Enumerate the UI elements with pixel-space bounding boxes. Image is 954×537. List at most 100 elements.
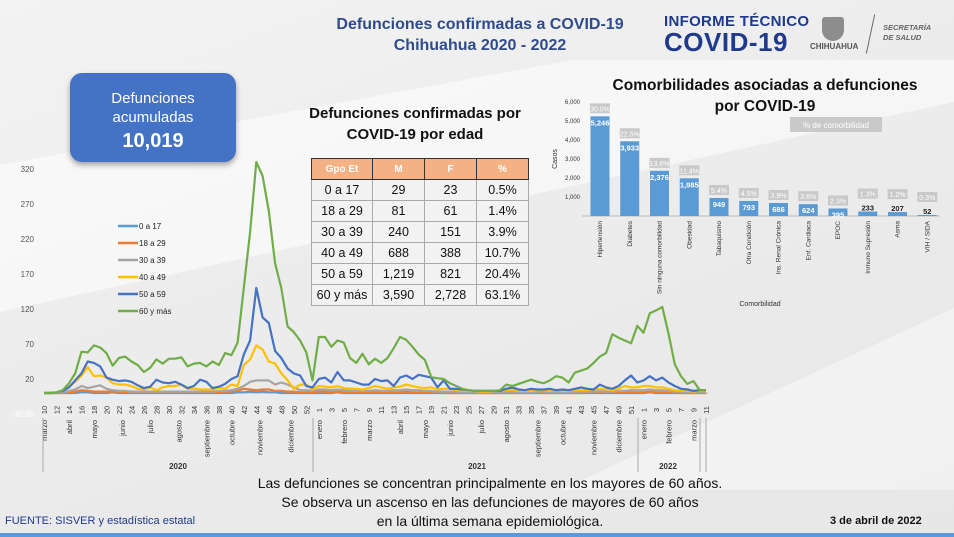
category-label: Tabaquismo <box>716 221 723 256</box>
bar <box>888 212 907 216</box>
y-tick-label: 320 <box>21 165 35 174</box>
table-cell: 151 <box>424 221 477 243</box>
category-label: Obesidad <box>686 221 693 249</box>
month-label: junio <box>118 420 127 437</box>
percent-label: 0.3% <box>919 195 935 202</box>
x-axis-title: Comorbilidad <box>739 301 780 308</box>
percent-label: 4.5% <box>741 191 757 198</box>
percent-label-box <box>798 191 819 202</box>
week-tick-label: 22 <box>115 406 124 414</box>
month-label: diciembre <box>615 420 624 453</box>
percent-label-box <box>857 188 878 199</box>
category-label: Inmuno Supresión <box>865 221 872 274</box>
week-tick-label: 47 <box>602 406 611 414</box>
y-tick-label: 220 <box>21 235 35 244</box>
month-label: octubre <box>227 420 236 445</box>
legend-box <box>790 117 882 132</box>
column-header: M <box>372 158 425 180</box>
month-label: marzo <box>40 420 49 441</box>
card-value: 10,019 <box>122 130 184 152</box>
bottom-accent-bar <box>0 533 954 537</box>
y-tick-label: 2,000 <box>565 176 581 182</box>
percent-label: 30.0% <box>590 106 610 113</box>
table-cell: 0 a 17 <box>311 179 373 201</box>
percent-label: 1.2% <box>890 192 906 199</box>
week-tick-label: 40 <box>227 406 236 414</box>
percent-label-box <box>679 165 700 176</box>
table-header-row: Gpo Et M F % <box>311 158 529 180</box>
week-tick-label: 49 <box>615 406 624 414</box>
logo-line: DE SALUD <box>883 33 922 42</box>
table-cell: 23 <box>424 179 477 201</box>
title-line: COVID-19 por edad <box>346 126 484 143</box>
week-tick-label: 3 <box>327 408 336 412</box>
table-cell: 63.1% <box>476 284 529 306</box>
table-cell: 3,590 <box>372 284 425 306</box>
percent-label-box <box>709 184 729 195</box>
card-label: acumuladas <box>112 109 194 126</box>
month-label: julio <box>146 420 155 434</box>
week-tick-label: 46 <box>265 406 274 414</box>
state-logo-text: CHIHUAHUA <box>810 42 859 51</box>
percent-label-box <box>917 192 938 203</box>
month-label: mayo <box>90 420 99 438</box>
table-cell: 821 <box>424 263 477 285</box>
value-label: 5,246 <box>591 118 610 127</box>
percent-label: 3.6% <box>800 194 816 201</box>
legend-label: 30 a 39 <box>139 256 166 265</box>
legend-label: % de comorbilidad <box>803 121 869 130</box>
table-row: 18 a 29 81 61 1.4% <box>311 200 529 222</box>
value-label: 2,376 <box>650 173 669 182</box>
month-label: julio <box>477 420 486 434</box>
week-tick-label: 42 <box>240 406 249 414</box>
table-cell: 50 a 59 <box>311 263 373 285</box>
y-tick-label: 170 <box>21 270 35 279</box>
month-label: junio <box>446 420 455 437</box>
y-tick-label: 270 <box>21 200 35 209</box>
week-tick-label: 5 <box>340 408 349 412</box>
legend-label: 50 a 59 <box>139 290 166 299</box>
month-label: noviembre <box>255 420 264 455</box>
week-tick-label: 3 <box>652 408 661 412</box>
age-table: Gpo Et M F % 0 a 17 29 23 0.5% 18 a 29 81 61 1.… <box>311 158 529 306</box>
comorbidity-bar-chart: 1,000 2,000 3,000 4,000 5,000 6,000 Casos % de … <box>552 100 940 308</box>
category-label: Ins. Renal Crónica <box>776 221 783 275</box>
month-label: abril <box>396 420 405 435</box>
y-tick-label: 4,000 <box>565 138 581 144</box>
week-tick-label: 7 <box>677 408 686 412</box>
month-label: agosto <box>174 420 183 443</box>
value-label: 686 <box>772 205 785 214</box>
table-cell: 1.4% <box>476 200 529 222</box>
percent-label: 13.6% <box>650 161 670 168</box>
table-cell: 18 a 29 <box>311 200 373 222</box>
comorbidity-title: Comorbilidades asociadas a defunciones po… <box>600 75 930 117</box>
percent-label-box <box>738 187 759 198</box>
bar <box>769 202 788 216</box>
week-tick-label: 19 <box>427 406 436 414</box>
month-label: febrero <box>340 420 349 444</box>
week-tick-label: 30 <box>165 406 174 414</box>
summary-line: en la última semana epidemiológica. <box>376 513 604 529</box>
page-title: Defunciones confirmadas a COVID-19 Chihua… <box>300 14 660 56</box>
table-cell: 2,728 <box>424 284 477 306</box>
percent-label: 1.3% <box>860 192 876 199</box>
y-tick-label: 120 <box>21 305 35 314</box>
table-cell: 3.9% <box>476 221 529 243</box>
month-label: abril <box>65 420 74 435</box>
category-label: Otra Condición <box>746 221 753 265</box>
value-label: 207 <box>891 204 904 213</box>
week-tick-label: 37 <box>540 406 549 414</box>
legend-label: 60 y más <box>139 307 171 316</box>
week-tick-label: 27 <box>477 406 486 414</box>
value-label: 1,985 <box>680 180 699 189</box>
month-label: noviembre <box>590 420 599 455</box>
title-line: Comorbilidades asociadas a defunciones <box>612 77 918 94</box>
bar <box>679 178 699 216</box>
y-tick-label: 1,000 <box>565 195 581 201</box>
legend-label: 0 a 17 <box>139 222 162 231</box>
month-label: enero <box>315 420 324 439</box>
week-tick-label: 29 <box>490 406 499 414</box>
week-tick-label: 28 <box>152 406 161 414</box>
table-cell: 29 <box>372 179 425 201</box>
table-cell: 1,219 <box>372 263 425 285</box>
